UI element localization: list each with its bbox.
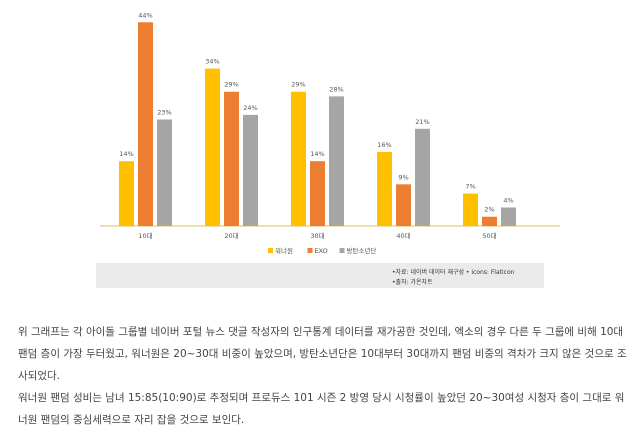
data-label: 29%	[224, 81, 238, 89]
legend-label: EXO	[315, 247, 328, 255]
legend-label: 워너원	[275, 246, 293, 255]
bar-40대-방탄소년단	[415, 128, 430, 226]
bar-chart: 14% 44% 23% 10대 34% 29% 24% 20대 29% 14% 28% 30대 16% 9…	[100, 11, 560, 255]
data-label: 2%	[484, 206, 494, 214]
data-label: 9%	[398, 173, 408, 181]
data-label: 7%	[465, 183, 475, 191]
source-origin-note: •출처: 가온차트	[392, 279, 433, 286]
bar-30대-워너원	[291, 91, 306, 226]
data-label: 34%	[205, 58, 219, 66]
x-tick-label: 30대	[310, 232, 324, 240]
data-label: 24%	[243, 104, 257, 112]
bar-50대-워너원	[463, 193, 478, 226]
source-box: •자료: 네이버 데이터 재구성 • icons: Flaticon •출처: …	[96, 263, 544, 288]
x-tick-label: 50대	[482, 232, 496, 240]
bar-30대-방탄소년단	[329, 96, 344, 226]
legend-label: 방탄소년단	[347, 246, 377, 255]
data-label: 44%	[138, 11, 152, 19]
data-label: 16%	[377, 141, 391, 149]
bar-20대-EXO	[224, 91, 239, 226]
x-tick-label: 10대	[138, 232, 152, 240]
data-label: 21%	[415, 118, 429, 126]
legend-swatch-워너원	[268, 248, 273, 253]
article-paragraph-1: 위 그래프는 각 아이돌 그룹별 네이버 포털 뉴스 댓글 작성자의 인구통계 …	[18, 326, 627, 382]
bar-10대-워너원	[119, 161, 134, 226]
bar-20대-방탄소년단	[243, 114, 258, 226]
bar-20대-워너원	[205, 68, 220, 226]
bar-40대-EXO	[396, 184, 411, 226]
bar-30대-EXO	[310, 161, 325, 226]
article-paragraph-2: 워너원 팬덤 성비는 남녀 15:85(10:90)로 추정되며 프로듀스 10…	[18, 392, 625, 426]
bar-40대-워너원	[377, 151, 392, 226]
source-data-note: •자료: 네이버 데이터 재구성 • icons: Flaticon	[392, 269, 515, 276]
data-label: 4%	[503, 196, 513, 204]
x-tick-label: 40대	[396, 232, 410, 240]
bar-10대-EXO	[138, 22, 153, 227]
data-label: 14%	[119, 150, 133, 158]
bar-10대-방탄소년단	[157, 119, 172, 226]
bar-50대-EXO	[482, 216, 497, 226]
legend-swatch-EXO	[307, 248, 313, 253]
bar-50대-방탄소년단	[501, 207, 516, 226]
data-label: 14%	[310, 150, 324, 158]
x-tick-label: 20대	[224, 232, 238, 240]
data-label: 29%	[291, 81, 305, 89]
legend-swatch-방탄소년단	[339, 248, 345, 253]
data-label: 28%	[329, 85, 343, 93]
data-label: 23%	[157, 109, 171, 117]
